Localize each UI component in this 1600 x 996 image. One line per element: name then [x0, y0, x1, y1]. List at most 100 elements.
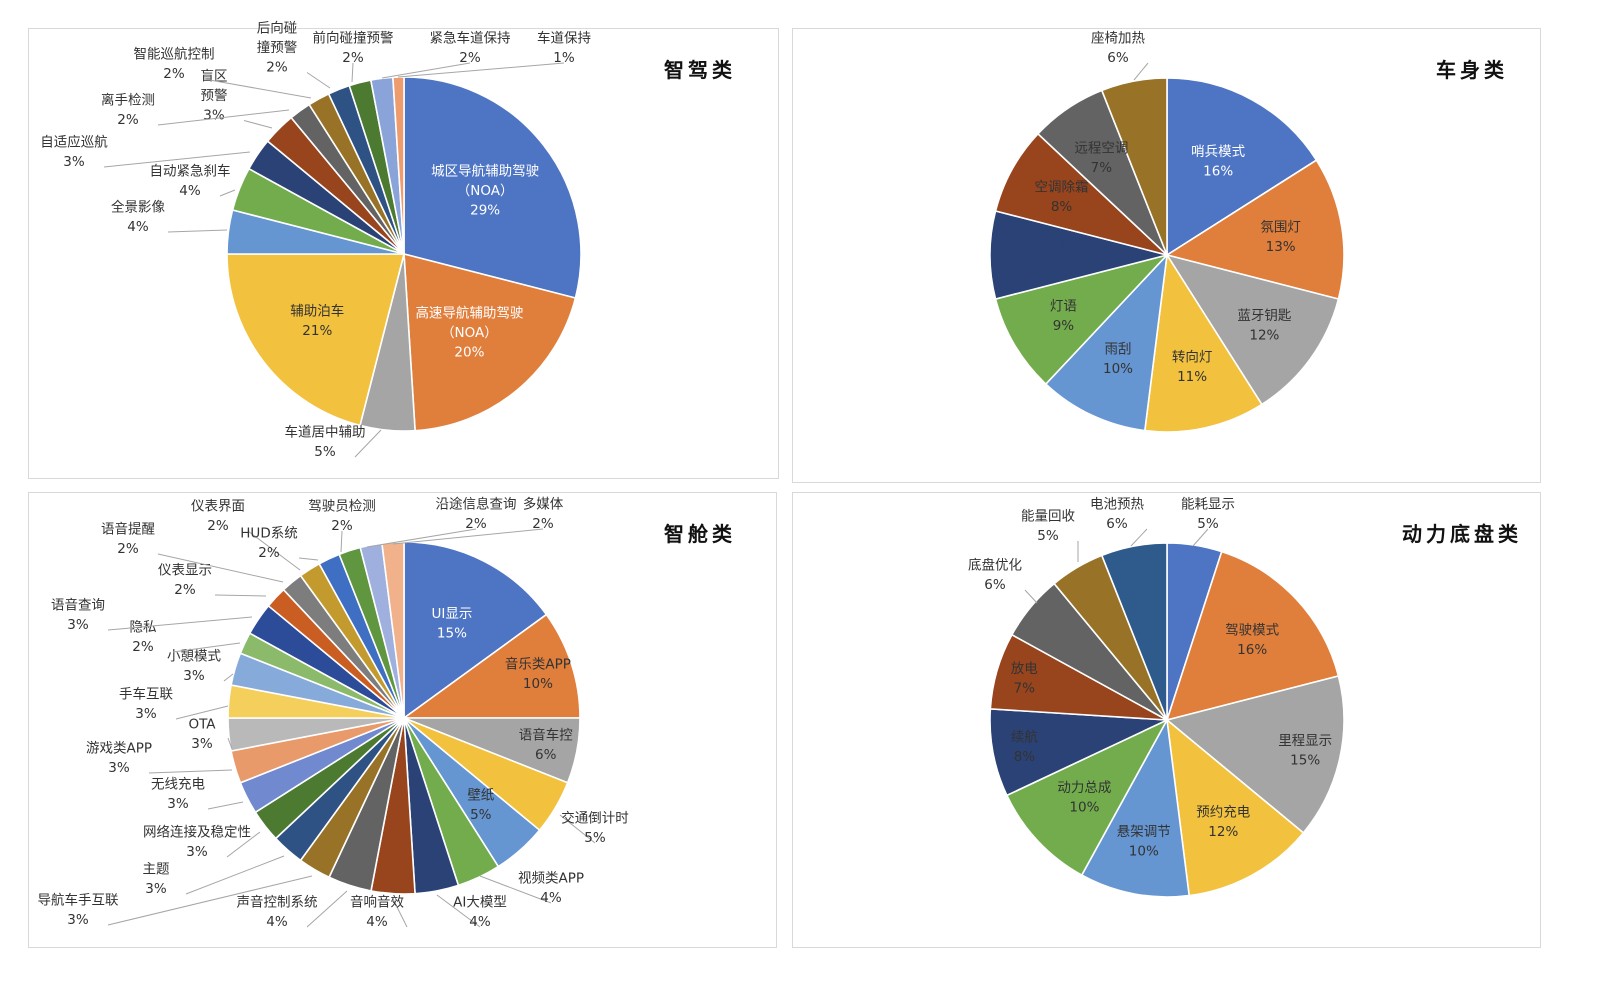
slice-cockpit-13-label: 游戏类APP — [86, 740, 152, 756]
leader-line-cockpit-24 — [366, 528, 477, 548]
slice-adas-9-percent: 2% — [163, 66, 185, 82]
slice-cockpit-0-label: UI显示 — [432, 606, 473, 622]
slice-powertrain-9-label: 能量回收 — [1021, 508, 1075, 524]
slice-cockpit-16-label: 小憩模式 — [167, 647, 221, 664]
slice-powertrain-4-percent: 10% — [1129, 843, 1159, 859]
slice-cockpit-4-label: 壁纸 — [467, 787, 494, 803]
slice-powertrain-0-label: 能耗显示 — [1181, 496, 1235, 512]
slice-cockpit-19-label: 仪表显示 — [158, 562, 212, 578]
pie-slice-adas-0 — [403, 76, 582, 299]
leader-line-cockpit-8 — [306, 890, 348, 928]
pie-slice-body-3 — [1143, 252, 1263, 433]
slice-body-9-label: 座椅加热 — [1091, 30, 1145, 46]
slice-body-6-label: 车窗玻璃 — [1013, 236, 1067, 253]
leader-line-cockpit-5 — [479, 875, 552, 904]
slice-cockpit-25-percent: 2% — [532, 516, 554, 532]
pie-powertrain — [989, 542, 1345, 898]
slice-cockpit-12-label: 无线充电 — [151, 776, 205, 792]
leader-line-adas-6 — [103, 151, 251, 168]
leader-line-adas-8 — [157, 109, 290, 126]
slice-cockpit-22-percent: 2% — [258, 545, 280, 561]
slice-cockpit-6-percent: 4% — [469, 914, 491, 930]
leader-line-cockpit-14 — [227, 737, 233, 750]
slice-adas-3-percent: 21% — [302, 323, 332, 339]
slice-cockpit-12-percent: 3% — [167, 796, 189, 812]
slice-adas-4-percent: 4% — [127, 219, 149, 235]
slice-powertrain-6-label: 续航 — [1011, 729, 1039, 745]
slice-powertrain-6-percent: 8% — [1014, 749, 1036, 765]
pie-slice-cockpit-0 — [403, 541, 548, 720]
slice-powertrain-2-label: 里程显示 — [1278, 733, 1332, 749]
slice-body-3-label: 转向灯 — [1172, 350, 1213, 366]
chart-title-body: 车身类 — [1436, 58, 1508, 82]
slice-adas-1-label: 高速导航辅助驾驶 — [415, 305, 523, 322]
slice-body-1-percent: 13% — [1266, 239, 1296, 255]
leader-line-cockpit-23 — [340, 530, 343, 553]
slice-cockpit-18-label: 语音查询 — [51, 596, 105, 613]
leader-line-cockpit-18 — [107, 616, 253, 631]
pie-slice-body-5 — [994, 253, 1170, 386]
slice-cockpit-20-percent: 2% — [117, 541, 139, 557]
chart-title-powertrain: 动力底盘类 — [1402, 522, 1522, 546]
leader-line-cockpit-16 — [223, 673, 234, 682]
slice-cockpit-15-percent: 3% — [135, 706, 157, 722]
slice-powertrain-10-label: 电池预热 — [1090, 496, 1144, 512]
pie-body-labels: 哨兵模式 16% 氛围灯 13% 蓝牙钥匙 12% 转向灯 11% 雨刮 10% 灯语 9% 车窗玻璃 8… — [1013, 30, 1301, 385]
pie-slice-powertrain-5 — [1005, 718, 1169, 877]
slice-cockpit-5-percent: 4% — [540, 890, 562, 906]
slice-adas-13-label: 车道保持 — [537, 29, 591, 46]
slice-body-0-percent: 16% — [1203, 164, 1233, 180]
slice-cockpit-7-percent: 4% — [366, 914, 388, 930]
slice-cockpit-11-percent: 3% — [186, 844, 208, 860]
slice-adas-10-label: 后向碰 — [257, 21, 298, 37]
slice-cockpit-14-label: OTA — [188, 716, 216, 732]
leader-line-cockpit-19 — [214, 594, 267, 597]
slice-body-1-label: 氛围灯 — [1260, 219, 1301, 235]
pie-slice-powertrain-1 — [1165, 550, 1340, 722]
slice-body-4-percent: 10% — [1103, 361, 1133, 377]
slice-cockpit-3-percent: 5% — [584, 830, 606, 846]
slice-body-6-percent: 8% — [1029, 257, 1051, 273]
leader-line-cockpit-13 — [148, 769, 233, 774]
slice-cockpit-23-percent: 2% — [331, 518, 353, 534]
slice-powertrain-1-percent: 16% — [1237, 642, 1267, 658]
slice-powertrain-10-percent: 6% — [1106, 516, 1128, 532]
leader-line-powertrain-8 — [1024, 589, 1038, 604]
slice-adas-4-label: 全景影像 — [111, 198, 165, 215]
slice-body-0-label: 哨兵模式 — [1191, 144, 1245, 160]
slice-powertrain-8-label: 底盘优化 — [968, 556, 1022, 573]
slice-adas-2-percent: 5% — [314, 444, 336, 460]
slice-adas-12-label: 紧急车道保持 — [430, 29, 511, 46]
slice-cockpit-14-percent: 3% — [191, 736, 213, 752]
chart-title-adas: 智驾类 — [664, 58, 736, 82]
slice-cockpit-7-label: 音响音效 — [350, 893, 404, 910]
leader-line-powertrain-10 — [1130, 528, 1148, 547]
slice-cockpit-13-percent: 3% — [108, 760, 130, 776]
pie-slice-powertrain-2 — [1165, 675, 1345, 834]
slice-cockpit-3-label: 交通倒计时 — [561, 809, 629, 826]
slice-cockpit-23-label: 驾驶员检测 — [308, 498, 376, 514]
pie-slice-powertrain-10 — [1100, 542, 1168, 721]
leader-line-adas-12 — [381, 62, 471, 79]
leader-line-cockpit-12 — [207, 801, 244, 810]
slice-body-5-percent: 9% — [1053, 318, 1075, 334]
slice-adas-6-label: 自适应巡航 — [40, 133, 108, 150]
slice-cockpit-21-percent: 2% — [207, 518, 229, 534]
leader-line-cockpit-3 — [559, 814, 596, 844]
pie-cockpit — [227, 541, 581, 895]
slice-cockpit-8-label: 声音控制系统 — [237, 893, 318, 910]
leader-line-cockpit-9 — [107, 875, 313, 926]
slice-adas-0-label: （NOA） — [457, 183, 514, 199]
slice-cockpit-21-label: 仪表界面 — [191, 498, 245, 514]
slice-cockpit-2-percent: 6% — [535, 747, 557, 763]
pie-cockpit-labels: UI显示 15% 音乐类APP 10% 语音车控 6% 交通倒计时 5% 壁纸 5% 视频类APP 4… — [38, 495, 629, 930]
slice-adas-5-label: 自动紧急刹车 — [150, 162, 231, 179]
leader-line-cockpit-21 — [247, 530, 301, 571]
pie-slice-adas-1 — [403, 252, 577, 432]
slice-cockpit-8-percent: 4% — [266, 914, 288, 930]
slice-cockpit-9-label: 导航车手互联 — [38, 891, 119, 908]
slice-cockpit-11-label: 网络连接及稳定性 — [143, 823, 251, 840]
slice-adas-1-label: （NOA） — [441, 325, 498, 341]
slice-cockpit-5-label: 视频类APP — [518, 870, 584, 886]
slice-cockpit-0-percent: 15% — [437, 626, 467, 642]
